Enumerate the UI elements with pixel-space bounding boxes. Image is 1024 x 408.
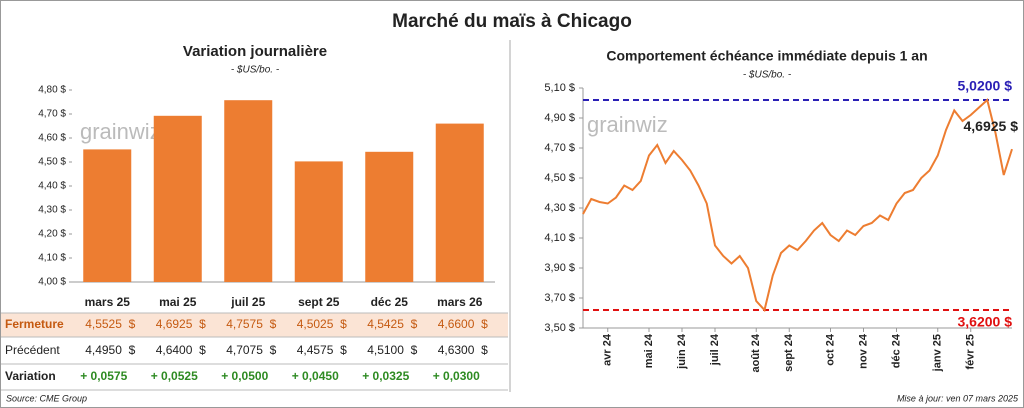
y-tick-label: 3,70 $ bbox=[544, 292, 575, 304]
chart-title: Variation journalière bbox=[183, 43, 327, 60]
y-tick-label: 4,80 $ bbox=[38, 85, 66, 96]
y-tick-label: 3,90 $ bbox=[544, 262, 575, 274]
y-tick-label: 4,60 $ bbox=[38, 133, 66, 144]
table-cell: 4,6925 $ bbox=[156, 317, 206, 331]
table-cell: 4,4575 $ bbox=[297, 343, 347, 357]
reference-label: 5,0200 $ bbox=[958, 78, 1013, 94]
x-tick-label: juil 24 bbox=[709, 333, 721, 366]
y-tick-label: 4,00 $ bbox=[38, 277, 66, 288]
x-tick-label: mars 25 bbox=[85, 295, 131, 309]
x-tick-label: sept 24 bbox=[783, 333, 795, 372]
page-title: Marché du maïs à Chicago bbox=[392, 11, 632, 32]
table-cell: + 0,0450 bbox=[292, 369, 339, 383]
x-tick-label: mars 26 bbox=[437, 295, 483, 309]
y-tick-label: 4,70 $ bbox=[544, 142, 575, 154]
table-cell: 4,6400 $ bbox=[156, 343, 206, 357]
x-tick-label: mai 24 bbox=[643, 333, 655, 368]
reference-label: 3,6200 $ bbox=[958, 314, 1013, 330]
chart-subtitle: - $US/bo. - bbox=[231, 65, 280, 76]
table-cell: + 0,0500 bbox=[221, 369, 268, 383]
y-tick-label: 5,10 $ bbox=[544, 82, 575, 94]
x-tick-label: déc 24 bbox=[890, 333, 902, 368]
row-label: Fermeture bbox=[5, 317, 64, 331]
x-tick-label: juil 25 bbox=[230, 295, 265, 309]
bar bbox=[294, 161, 343, 282]
table-cell: 4,7075 $ bbox=[226, 343, 276, 357]
watermark: grainwiz bbox=[587, 112, 668, 137]
x-tick-label: sept 25 bbox=[298, 295, 340, 309]
table-cell: 4,4950 $ bbox=[85, 343, 135, 357]
x-tick-label: janv 25 bbox=[932, 334, 944, 372]
table-cell: 4,5025 $ bbox=[297, 317, 347, 331]
table-cell: 4,6300 $ bbox=[438, 343, 488, 357]
price-line bbox=[582, 98, 1013, 313]
bar bbox=[365, 151, 414, 282]
source: Source: CME Group bbox=[6, 393, 87, 403]
watermark: grainwiz bbox=[80, 119, 161, 144]
x-tick-label: mai 25 bbox=[159, 295, 197, 309]
y-tick-label: 4,40 $ bbox=[38, 181, 66, 192]
table-cell: 4,5425 $ bbox=[367, 317, 417, 331]
table-cell: 4,6600 $ bbox=[438, 317, 488, 331]
y-tick-label: 4,70 $ bbox=[38, 109, 66, 120]
y-tick-label: 4,20 $ bbox=[38, 229, 66, 240]
row-highlight bbox=[1, 313, 508, 337]
bar bbox=[224, 100, 273, 282]
bar bbox=[83, 149, 132, 282]
table-cell: + 0,0525 bbox=[151, 369, 198, 383]
y-tick-label: 4,10 $ bbox=[544, 232, 575, 244]
bar bbox=[435, 123, 484, 282]
chart-subtitle: - $US/bo. - bbox=[743, 70, 792, 81]
last-label: 4,6925 $ bbox=[964, 118, 1019, 134]
table-cell: + 0,0325 bbox=[362, 369, 409, 383]
table-cell: + 0,0300 bbox=[433, 369, 480, 383]
x-tick-label: oct 24 bbox=[824, 333, 836, 366]
y-tick-label: 3,50 $ bbox=[544, 322, 575, 334]
updated: Mise à jour: ven 07 mars 2025 bbox=[897, 393, 1019, 403]
x-tick-label: févr 25 bbox=[965, 334, 977, 369]
table-cell: 4,7575 $ bbox=[226, 317, 276, 331]
y-tick-label: 4,90 $ bbox=[544, 112, 575, 124]
table-cell: 4,5525 $ bbox=[85, 317, 135, 331]
table-cell: 4,5100 $ bbox=[367, 343, 417, 357]
row-label: Variation bbox=[5, 369, 56, 383]
row-label: Précédent bbox=[5, 343, 60, 357]
x-tick-label: nov 24 bbox=[857, 333, 869, 369]
y-tick-label: 4,50 $ bbox=[38, 157, 66, 168]
y-tick-label: 4,50 $ bbox=[544, 172, 575, 184]
y-tick-label: 4,10 $ bbox=[38, 253, 66, 264]
bar bbox=[153, 115, 202, 282]
x-tick-label: juin 24 bbox=[676, 333, 688, 370]
y-tick-label: 4,30 $ bbox=[544, 202, 575, 214]
y-tick-label: 4,30 $ bbox=[38, 205, 66, 216]
x-tick-label: avr 24 bbox=[602, 333, 614, 366]
x-tick-label: déc 25 bbox=[371, 295, 409, 309]
x-tick-label: août 24 bbox=[750, 333, 762, 372]
table-cell: + 0,0575 bbox=[80, 369, 127, 383]
chart-title: Comportement échéance immédiate depuis 1… bbox=[606, 48, 927, 64]
